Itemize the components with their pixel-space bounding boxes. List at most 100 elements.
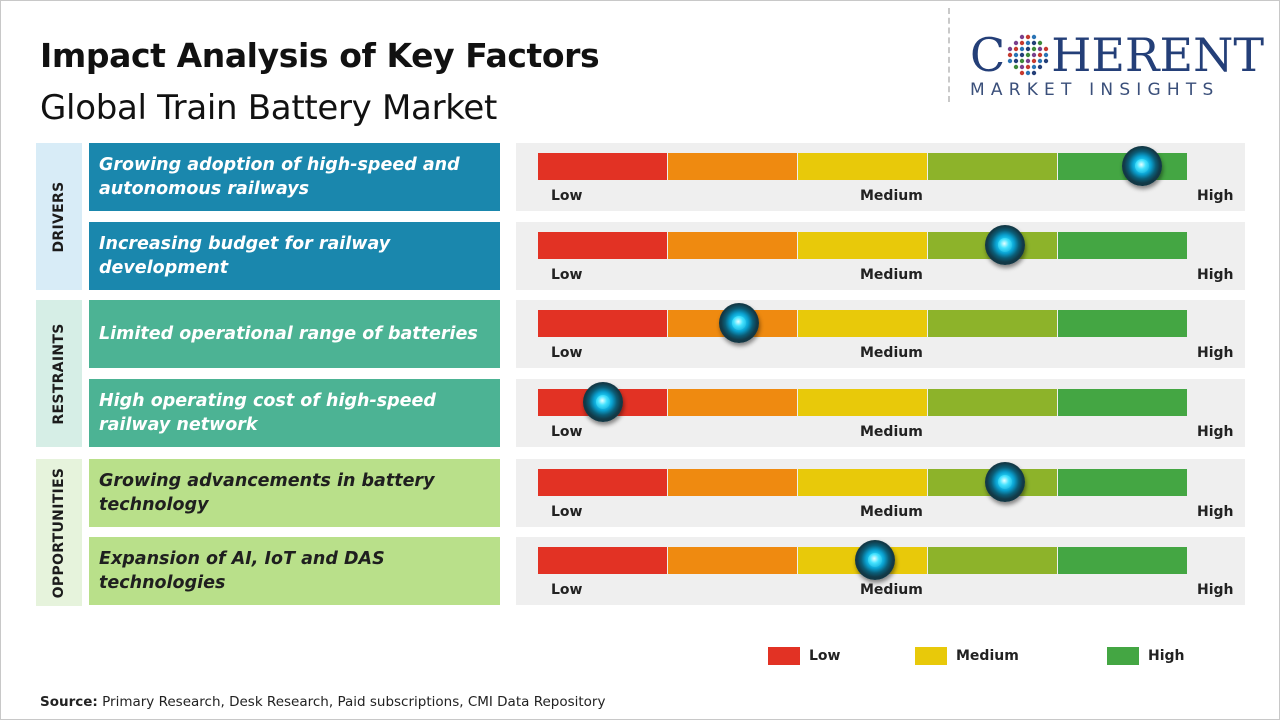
logo-dot xyxy=(1026,34,1031,40)
legend-label-high: High xyxy=(1148,648,1185,664)
meter-segment xyxy=(798,153,927,180)
meter-segment xyxy=(668,547,797,574)
logo-dot xyxy=(1020,40,1025,46)
scale-label-medium: Medium xyxy=(860,267,923,283)
logo-dot xyxy=(1032,70,1037,76)
factor-label: Expansion of AI, IoT and DAS technologie… xyxy=(89,537,500,605)
impact-marker xyxy=(985,462,1026,502)
meter-segment xyxy=(928,310,1057,337)
impact-marker xyxy=(719,303,760,343)
meter-segment xyxy=(928,547,1057,574)
logo-dot-grid-icon xyxy=(1008,34,1049,76)
scale-label-low: Low xyxy=(551,582,583,598)
chart-subtitle: Global Train Battery Market xyxy=(40,88,498,128)
logo-dot xyxy=(1014,58,1019,64)
scale-label-low: Low xyxy=(551,504,583,520)
logo-dot xyxy=(1044,58,1049,64)
scale-label-low: Low xyxy=(551,345,583,361)
scale-label-high: High xyxy=(1197,504,1234,520)
scale-label-high: High xyxy=(1197,267,1234,283)
legend-label-medium: Medium xyxy=(956,648,1019,664)
meter-segment xyxy=(668,469,797,496)
logo-dot xyxy=(1032,58,1037,64)
scale-label-low: Low xyxy=(551,188,583,204)
impact-meter: Low Medium High xyxy=(516,222,1245,290)
scale-label-medium: Medium xyxy=(860,424,923,440)
logo-dot xyxy=(1026,52,1031,58)
legend-item-high: High xyxy=(1107,647,1185,665)
logo-dot xyxy=(1008,58,1013,64)
logo-dot xyxy=(1020,64,1025,70)
logo-dot xyxy=(1020,34,1025,40)
factor-label: Increasing budget for railway developmen… xyxy=(89,222,500,290)
meter-segment xyxy=(668,232,797,259)
logo-dot xyxy=(1026,40,1031,46)
logo-dot xyxy=(1020,46,1025,52)
logo-dot xyxy=(1032,40,1037,46)
meter-segment xyxy=(668,153,797,180)
meter-segment xyxy=(928,389,1057,416)
legend-swatch-high xyxy=(1107,647,1139,665)
scale-label-medium: Medium xyxy=(860,188,923,204)
factor-label: Limited operational range of batteries xyxy=(89,300,500,368)
meter-segment xyxy=(1058,547,1187,574)
impact-marker xyxy=(582,382,623,422)
meter-segment xyxy=(1058,310,1187,337)
logo-dot xyxy=(1014,46,1019,52)
meter-segment xyxy=(668,389,797,416)
meter-segment xyxy=(538,310,667,337)
scale-label-high: High xyxy=(1197,345,1234,361)
impact-meter: Low Medium High xyxy=(516,300,1245,368)
scale-label-medium: Medium xyxy=(860,345,923,361)
source-note: Source: Primary Research, Desk Research,… xyxy=(40,694,605,710)
scale-label-high: High xyxy=(1197,582,1234,598)
impact-meter: Low Medium High xyxy=(516,143,1245,211)
header-divider xyxy=(948,8,950,102)
logo-dot xyxy=(1032,34,1037,40)
logo-dot xyxy=(1026,46,1031,52)
scale-label-high: High xyxy=(1197,424,1234,440)
logo-letters-herent: HERENT xyxy=(1051,28,1265,82)
scale-label-low: Low xyxy=(551,267,583,283)
logo-dot xyxy=(1038,46,1043,52)
meter-segment xyxy=(798,389,927,416)
category-restraints: RESTRAINTS xyxy=(36,300,82,447)
meter-segment xyxy=(928,153,1057,180)
logo-dot xyxy=(1026,58,1031,64)
logo-dot xyxy=(1020,52,1025,58)
factor-label: High operating cost of high-speed railwa… xyxy=(89,379,500,447)
category-label-drivers: DRIVERS xyxy=(51,181,67,252)
legend-item-medium: Medium xyxy=(915,647,1019,665)
impact-marker xyxy=(855,540,896,580)
meter-segment xyxy=(798,232,927,259)
logo-dot xyxy=(1044,52,1049,58)
logo-tagline: MARKET INSIGHTS xyxy=(970,80,1220,100)
scale-label-medium: Medium xyxy=(860,582,923,598)
logo-dot xyxy=(1038,52,1043,58)
impact-marker xyxy=(985,225,1026,265)
legend-swatch-medium xyxy=(915,647,947,665)
impact-meter: Low Medium High xyxy=(516,537,1245,605)
category-label-opportunities: OPPORTUNITIES xyxy=(51,467,67,598)
category-drivers: DRIVERS xyxy=(36,143,82,290)
coherent-logo: C HERENT MARKET INSIGHTS xyxy=(970,28,1265,102)
scale-label-medium: Medium xyxy=(860,504,923,520)
logo-dot xyxy=(1044,46,1049,52)
logo-dot xyxy=(1038,64,1043,70)
impact-marker xyxy=(1121,146,1162,186)
meter-segment xyxy=(1058,389,1187,416)
meter-segment xyxy=(1058,232,1187,259)
logo-dot xyxy=(1026,64,1031,70)
category-opportunities: OPPORTUNITIES xyxy=(36,459,82,606)
factor-label: Growing adoption of high-speed and auton… xyxy=(89,143,500,211)
scale-label-high: High xyxy=(1197,188,1234,204)
logo-dot xyxy=(1032,52,1037,58)
meter-segment xyxy=(538,547,667,574)
meter-segment xyxy=(538,153,667,180)
logo-dot xyxy=(1008,52,1013,58)
impact-meter: Low Medium High xyxy=(516,379,1245,447)
legend-label-low: Low xyxy=(809,648,841,664)
category-label-restraints: RESTRAINTS xyxy=(51,322,67,425)
logo-dot xyxy=(1038,40,1043,46)
legend-item-low: Low xyxy=(768,647,840,665)
